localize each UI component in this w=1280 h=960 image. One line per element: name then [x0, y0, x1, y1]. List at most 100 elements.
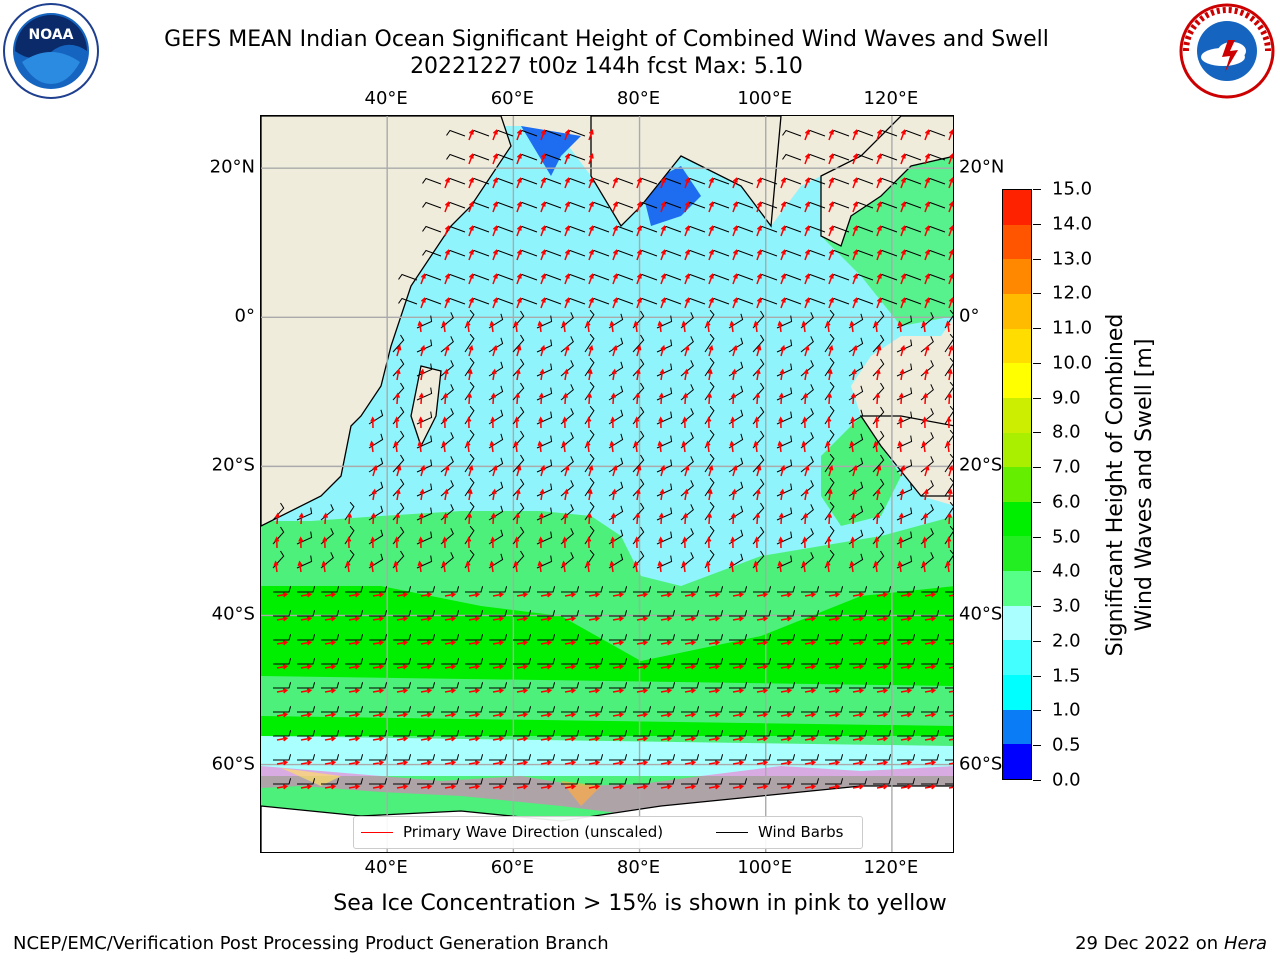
- wave-direction-arrow: [396, 712, 409, 718]
- wave-direction-arrow: [348, 736, 361, 742]
- wave-direction-arrows: [273, 129, 953, 790]
- wind-barb: [393, 730, 412, 737]
- wave-direction-arrow: [756, 344, 762, 357]
- wave-direction-arrow: [417, 320, 423, 333]
- wave-direction-arrow: [612, 177, 618, 189]
- wave-direction-arrow: [754, 512, 761, 525]
- wave-direction-arrow: [564, 201, 570, 213]
- wave-direction-arrow: [681, 320, 687, 333]
- wind-barb: [801, 778, 820, 785]
- wave-direction-arrow: [276, 640, 289, 646]
- chart-subtitle: 20221227 t00z 144h fcst Max: 5.10: [410, 54, 803, 79]
- wave-direction-arrow: [516, 297, 522, 309]
- wave-direction-arrow: [921, 440, 927, 453]
- wind-barb: [705, 682, 724, 689]
- wave-direction-arrow: [945, 440, 951, 453]
- wave-direction-arrow: [660, 784, 673, 790]
- wave-direction-arrow: [442, 512, 449, 525]
- wave-direction-arrow: [827, 368, 833, 381]
- wave-direction-arrow: [610, 512, 617, 525]
- wind-barb: [801, 610, 820, 617]
- wind-barb: [609, 610, 628, 617]
- wind-barb: [945, 711, 953, 713]
- wave-direction-arrow: [636, 297, 642, 309]
- wave-direction-arrow: [492, 592, 505, 598]
- wave-direction-arrow: [322, 512, 329, 525]
- wave-direction-arrow: [948, 642, 953, 645]
- wave-direction-arrow: [514, 416, 520, 429]
- wave-direction-arrow: [394, 392, 401, 405]
- wave-direction-arrow: [540, 640, 553, 646]
- wave-direction-arrow: [947, 488, 953, 501]
- wind-barb: [801, 586, 820, 593]
- wave-direction-arrow: [540, 736, 553, 742]
- wave-direction-arrow: [852, 616, 865, 622]
- wave-direction-arrow: [348, 760, 361, 766]
- wave-direction-arrow: [732, 344, 738, 357]
- wave-direction-arrow: [900, 688, 913, 694]
- wind-barb: [729, 778, 748, 785]
- wind-barb: [297, 730, 316, 737]
- wave-direction-arrow: [754, 416, 760, 429]
- wave-direction-arrow: [850, 536, 856, 549]
- wind-barb: [824, 453, 835, 473]
- wave-direction-arrow: [466, 512, 473, 525]
- wave-direction-arrow: [444, 712, 457, 718]
- wave-direction-arrow: [780, 249, 786, 261]
- colorbar-tick-mark: [1033, 675, 1041, 677]
- wave-direction-arrow: [780, 640, 793, 646]
- wind-barb: [369, 586, 388, 593]
- wave-direction-arrow: [395, 368, 401, 381]
- lat-tick-label-right: 40°S: [959, 603, 1003, 625]
- wave-direction-arrow: [658, 416, 664, 429]
- wave-direction-arrow: [636, 273, 642, 285]
- wave-direction-arrow: [660, 297, 666, 309]
- wave-direction-arrow: [417, 440, 423, 453]
- wind-barbs-swatch: [716, 831, 748, 833]
- wave-direction-arrow: [372, 736, 385, 742]
- wave-direction-arrow: [705, 560, 711, 573]
- wave-direction-arrow: [540, 616, 553, 622]
- lon-tick-label-bottom: 120°E: [863, 857, 919, 878]
- wave-direction-arrow: [851, 368, 857, 381]
- wave-direction-arrow: [420, 736, 433, 742]
- wind-barb: [705, 778, 724, 785]
- wave-direction-arrow: [636, 177, 642, 189]
- wave-direction-arrow: [684, 177, 690, 189]
- wind-barb: [705, 754, 724, 761]
- colorbar-title-line1: Significant Height of Combined: [1103, 313, 1128, 657]
- wave-direction-arrow: [540, 760, 553, 766]
- wave-direction-arrow: [876, 153, 882, 165]
- wind-barb: [824, 333, 835, 353]
- colorbar-tick-mark: [1033, 745, 1041, 747]
- colorbar-tick-label: 0.0: [1052, 769, 1081, 791]
- wind-barb: [776, 339, 793, 353]
- wave-direction-arrow: [730, 392, 737, 405]
- wave-direction-arrow: [372, 592, 385, 598]
- wind-barb: [345, 610, 364, 617]
- wave-direction-arrow: [732, 712, 745, 718]
- wave-direction-arrow: [564, 784, 577, 790]
- colorbar-tick-label: 14.0: [1052, 213, 1093, 235]
- wind-barb: [393, 610, 412, 617]
- wind-barb: [873, 610, 892, 617]
- wind-barb: [753, 754, 772, 761]
- wave-direction-arrow: [660, 201, 666, 213]
- wave-direction-arrow: [756, 736, 769, 742]
- wave-direction-arrow: [900, 592, 913, 598]
- wave-direction-arrow: [684, 760, 697, 766]
- wind-barb: [393, 634, 412, 641]
- wind-barb: [369, 682, 388, 689]
- wave-direction-arrow: [900, 297, 906, 309]
- wind-barb: [753, 586, 772, 593]
- wind-barb: [921, 634, 940, 641]
- wave-direction-arrow: [852, 177, 858, 189]
- wind-barb: [873, 658, 892, 665]
- wave-direction-arrow: [876, 664, 889, 670]
- wind-barb: [345, 634, 364, 641]
- wave-direction-arrow: [779, 488, 785, 501]
- wind-barb: [441, 634, 460, 641]
- wind-barb: [945, 663, 953, 665]
- wave-direction-arrow: [468, 273, 474, 285]
- wave-direction-arrow: [322, 536, 328, 549]
